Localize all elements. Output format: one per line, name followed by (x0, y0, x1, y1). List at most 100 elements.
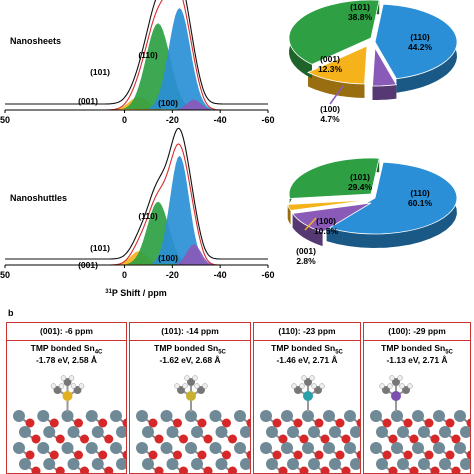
oxygen-atom (49, 418, 59, 428)
tin-atom (116, 458, 126, 470)
tin-atom (240, 426, 250, 438)
tin-atom (43, 426, 56, 438)
oxygen-atom (293, 450, 303, 460)
oxygen-atom (424, 450, 434, 460)
phosphorus-atom (62, 391, 73, 401)
row-label-nanoshuttles: Nanoshuttles (10, 193, 68, 203)
oxygen-atom (80, 466, 89, 473)
tin-atom (454, 410, 466, 422)
oxygen-atom (445, 418, 455, 428)
oxygen-atom (341, 466, 351, 473)
carbon-atom (304, 378, 312, 386)
oxygen-atom (299, 434, 309, 444)
spectrum-0: 50 0 -20 -40 -60 (001) (101) (110) (100) (0, 0, 275, 125)
tin-atom (142, 458, 154, 470)
hydrogen-atom (60, 375, 67, 381)
tin-atom (302, 410, 314, 422)
phosphorus-atom (303, 391, 313, 401)
x-tick-label: 0 (122, 115, 127, 125)
tin-atom (19, 458, 31, 470)
oxygen-atom (98, 450, 108, 460)
hydrogen-atom (311, 383, 317, 389)
sn-coordination: 5C (218, 349, 226, 356)
hydrogen-atom (184, 375, 190, 381)
peak-1-3 (172, 244, 217, 265)
carbon-atom (53, 386, 62, 394)
tin-atom (350, 426, 360, 438)
tin-atom (185, 442, 197, 454)
tin-atom (344, 410, 356, 422)
hydrogen-atom (182, 383, 188, 389)
oxygen-atom (197, 418, 207, 428)
cell-energy: -1.78 eV, 2.58 Å (35, 355, 98, 365)
oxygen-atom (278, 466, 288, 473)
tin-atom (91, 458, 104, 470)
carbon-atom (197, 386, 205, 394)
cell-bond-type: TMP bonded Sn4C (30, 343, 103, 356)
tin-atom (287, 426, 299, 438)
oxygen-atom (335, 418, 345, 428)
tin-atom (308, 426, 320, 438)
oxygen-atom (382, 418, 392, 428)
tin-atom (418, 426, 430, 438)
cell-energy: -1.46 eV, 2.71 Å (276, 355, 338, 365)
carbon-atom (402, 386, 410, 394)
oxygen-atom (228, 466, 237, 473)
pie-slice (288, 157, 380, 199)
tin-atom (287, 458, 299, 470)
oxygen-atom (451, 434, 461, 444)
carbon-atom (382, 386, 390, 394)
oxygen-atom (154, 466, 164, 473)
slice-value: 4.7% (320, 114, 340, 124)
x-tick-label: -60 (261, 270, 274, 280)
structure-cell: (101): -14 ppm TMP bonded Sn5C -1.62 eV, 2… (129, 322, 251, 474)
oxygen-atom (430, 434, 440, 444)
tin-atom (350, 458, 360, 470)
tin-atom (61, 410, 74, 422)
oxygen-atom (74, 418, 83, 428)
tin-atom (67, 458, 80, 470)
structure-cell: (001): -6 ppm TMP bonded Sn4C -1.78 eV, 2.… (6, 322, 127, 474)
oxygen-atom (246, 418, 250, 428)
oxygen-atom (228, 434, 237, 444)
oxygen-atom (293, 418, 303, 428)
hydrogen-atom (387, 383, 393, 389)
oxygen-atom (341, 434, 351, 444)
hydrogen-atom (299, 383, 305, 389)
peak-label: (001) (78, 96, 98, 106)
carbon-atom (294, 386, 302, 394)
tin-atom (91, 426, 104, 438)
slice-label: (110) (410, 32, 430, 42)
hydrogen-atom (68, 375, 75, 381)
oxygen-atom (320, 466, 330, 473)
slice-value: 44.2% (408, 42, 433, 52)
oxygen-atom (278, 434, 288, 444)
cell-header: (100): -29 ppm (364, 323, 470, 341)
hydrogen-atom (301, 375, 307, 381)
cell-header: (001): -6 ppm (7, 323, 126, 341)
oxygen-atom (403, 418, 413, 428)
black-spectrum-curve (5, 0, 268, 105)
oxygen-atom (55, 466, 65, 473)
hydrogen-atom (399, 383, 405, 389)
oxygen-atom (222, 450, 231, 460)
x-tick-label: 0 (122, 270, 127, 280)
oxygen-atom (173, 418, 182, 428)
cell-bond-type: TMP bonded Sn5C (381, 343, 453, 356)
tin-atom (329, 458, 341, 470)
tin-atom (370, 442, 382, 454)
x-tick-label: -20 (166, 270, 179, 280)
tin-atom (412, 410, 424, 422)
tin-atom (412, 442, 424, 454)
slice-value: 12.3% (318, 64, 343, 74)
atomic-structure-illustration (370, 375, 470, 473)
tin-atom (302, 442, 314, 454)
oxygen-atom (98, 418, 108, 428)
tin-atom (19, 426, 31, 438)
superscript: 31 (105, 289, 112, 295)
slice-label: (101) (350, 172, 370, 182)
oxygen-atom (25, 418, 35, 428)
pie-chart-1: (110)60.1% (100)10.5% (001)2.8% (101)29.4% (287, 157, 458, 266)
tin-atom (234, 410, 246, 422)
oxygen-atom (356, 418, 360, 428)
